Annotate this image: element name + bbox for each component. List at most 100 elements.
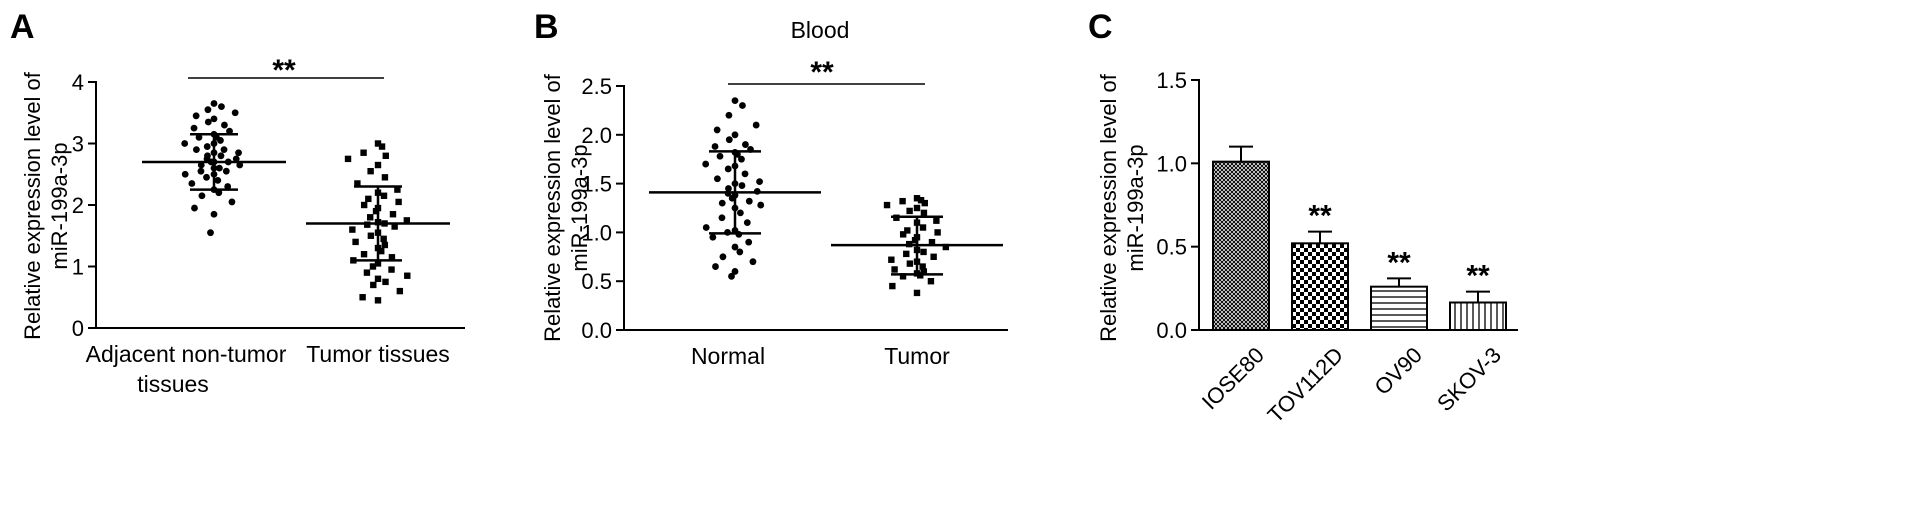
panel-b-data-point — [920, 248, 927, 256]
panel-b-data-point — [928, 238, 936, 246]
panel-a-data-point — [192, 112, 200, 120]
panel-a-data-point — [374, 297, 382, 304]
panel-a-data-point — [378, 247, 385, 255]
panel-a-data-point — [380, 192, 388, 199]
panel-a-data-point — [360, 251, 368, 258]
panel-b-data-point — [933, 217, 940, 224]
panel-a-data-point — [210, 115, 218, 123]
panel-c-bar — [1212, 160, 1270, 331]
panel-a-data-point — [367, 232, 375, 239]
panel-b-data-point — [709, 233, 717, 241]
panel-c-x-tick-label: SKOV-3 — [1432, 342, 1506, 416]
panel-a-data-point — [367, 214, 374, 221]
panel-b-data-point — [883, 201, 891, 209]
panel-b-data-point — [920, 209, 928, 217]
panel-b-significance: ** — [810, 56, 834, 89]
panel-a-data-point — [404, 272, 411, 279]
panel-b-data-point — [736, 248, 744, 256]
panel-a-xlabel-1-line-1: Adjacent non-tumor — [86, 341, 287, 367]
panel-c-bar-significance: ** — [1308, 200, 1332, 233]
panel-b-data-point — [913, 204, 921, 212]
panel-a-data-point — [236, 161, 244, 169]
panel-a-data-point — [195, 133, 203, 141]
panel-a-data-point — [372, 207, 380, 215]
panel-a-data-point — [231, 109, 239, 117]
panel-a-xlabel-2: Tumor tissues — [306, 341, 450, 367]
panel-b-data-point — [743, 219, 751, 227]
panel-b-data-point — [731, 131, 739, 139]
panel-b-data-point — [888, 256, 895, 263]
panel-a-data-point — [218, 103, 225, 110]
panel-c-y-tick-label: 0.5 — [1156, 235, 1187, 260]
panel-a-data-point — [369, 263, 377, 270]
panel-a-data-point — [370, 281, 377, 289]
panel-b-data-point — [738, 182, 746, 189]
panel-c-bar — [1291, 242, 1349, 331]
panel-a-data-point — [232, 155, 240, 163]
panel-a-data-point — [203, 143, 211, 150]
panel-b-data-point — [942, 243, 950, 251]
panel-c: C Relative expression level of miR-199a-… — [1088, 8, 1518, 428]
panel-a-data-point — [204, 118, 212, 126]
panel-b-data-point — [899, 273, 907, 280]
panel-a-data-point — [190, 124, 198, 132]
panel-a-data-point — [365, 195, 372, 203]
panel-a-data-point — [224, 183, 232, 190]
panel-a-data-point — [207, 229, 214, 237]
ylabel-line-2: miR-199a-3p — [1123, 144, 1148, 271]
panel-c-y-tick-label: 1.5 — [1156, 68, 1187, 93]
panel-b-y-tick-label: 1.5 — [581, 172, 612, 197]
panel-b-plot-area: 0.0 0.5 1.0 1.5 2.0 2.5 — [581, 74, 1008, 343]
panel-a-data-point — [388, 266, 395, 273]
panel-b-data-point — [741, 170, 749, 178]
panel-b-y-tick-label: 2.0 — [581, 123, 612, 148]
panel-a-data-point — [374, 275, 382, 282]
panel-c-y-tick-label: 0.0 — [1156, 318, 1187, 343]
panel-a-data-point — [360, 201, 368, 209]
panel-a-data-point — [191, 204, 198, 212]
panel-a-data-point — [382, 152, 389, 159]
panel-b-data-point — [899, 231, 907, 238]
panel-a-data-point — [388, 254, 396, 261]
panel-a-y-tick-label: 4 — [72, 70, 84, 95]
panel-label-b: B — [534, 8, 559, 46]
panel-a-data-point — [203, 173, 210, 181]
panel-a-data-point — [359, 294, 366, 301]
panel-a-y-tick-label: 3 — [72, 132, 84, 157]
panel-a-data-point — [220, 146, 228, 154]
panel-label-a: A — [10, 8, 35, 46]
panel-b-data-point — [712, 263, 719, 270]
panel-a-data-point — [374, 140, 382, 147]
panel-a-data-point — [197, 167, 205, 175]
panel-a-data-point — [374, 260, 382, 267]
panel-b-data-point — [927, 278, 935, 285]
panel-a-data-point — [403, 217, 411, 224]
panel-c-bar — [1370, 285, 1428, 331]
ylabel-line-1: Relative expression level of — [1096, 73, 1121, 342]
panel-c-x-tick-label: IOSE80 — [1197, 342, 1269, 414]
panel-b-data-point — [702, 224, 710, 231]
panel-a-data-point — [215, 164, 223, 172]
panel-b-data-point — [718, 214, 726, 222]
panel-a-data-point — [360, 149, 367, 156]
panel-b-data-point — [934, 229, 941, 236]
panel-a-data-point — [381, 174, 389, 181]
panel-c-bar-significance: ** — [1387, 246, 1411, 279]
panel-b-data-point — [749, 258, 757, 266]
panel-b-data-point — [738, 155, 745, 163]
panel-a-data-point — [188, 180, 196, 187]
panel-a-data-point — [228, 198, 236, 206]
panel-b-data-point — [904, 227, 911, 234]
panel-label-c: C — [1088, 8, 1113, 46]
ylabel-line-1: Relative expression level of — [540, 73, 565, 342]
panel-c-plot-area: 0.0 0.5 1.0 1.5 IOSE80 ** TOV112D ** OV90 ** SKOV-… — [1156, 68, 1518, 428]
panel-b-data-point — [731, 97, 739, 105]
panel-a-data-point — [217, 137, 224, 144]
panel-a-plot-area: 0 1 2 3 4 — [72, 70, 465, 341]
panel-b-data-point — [919, 224, 927, 231]
panel-a-data-point — [210, 210, 218, 218]
panel-b-data-point — [739, 102, 746, 109]
panel-b-data-point — [742, 141, 749, 148]
panel-c-x-tick-label: OV90 — [1370, 342, 1427, 399]
